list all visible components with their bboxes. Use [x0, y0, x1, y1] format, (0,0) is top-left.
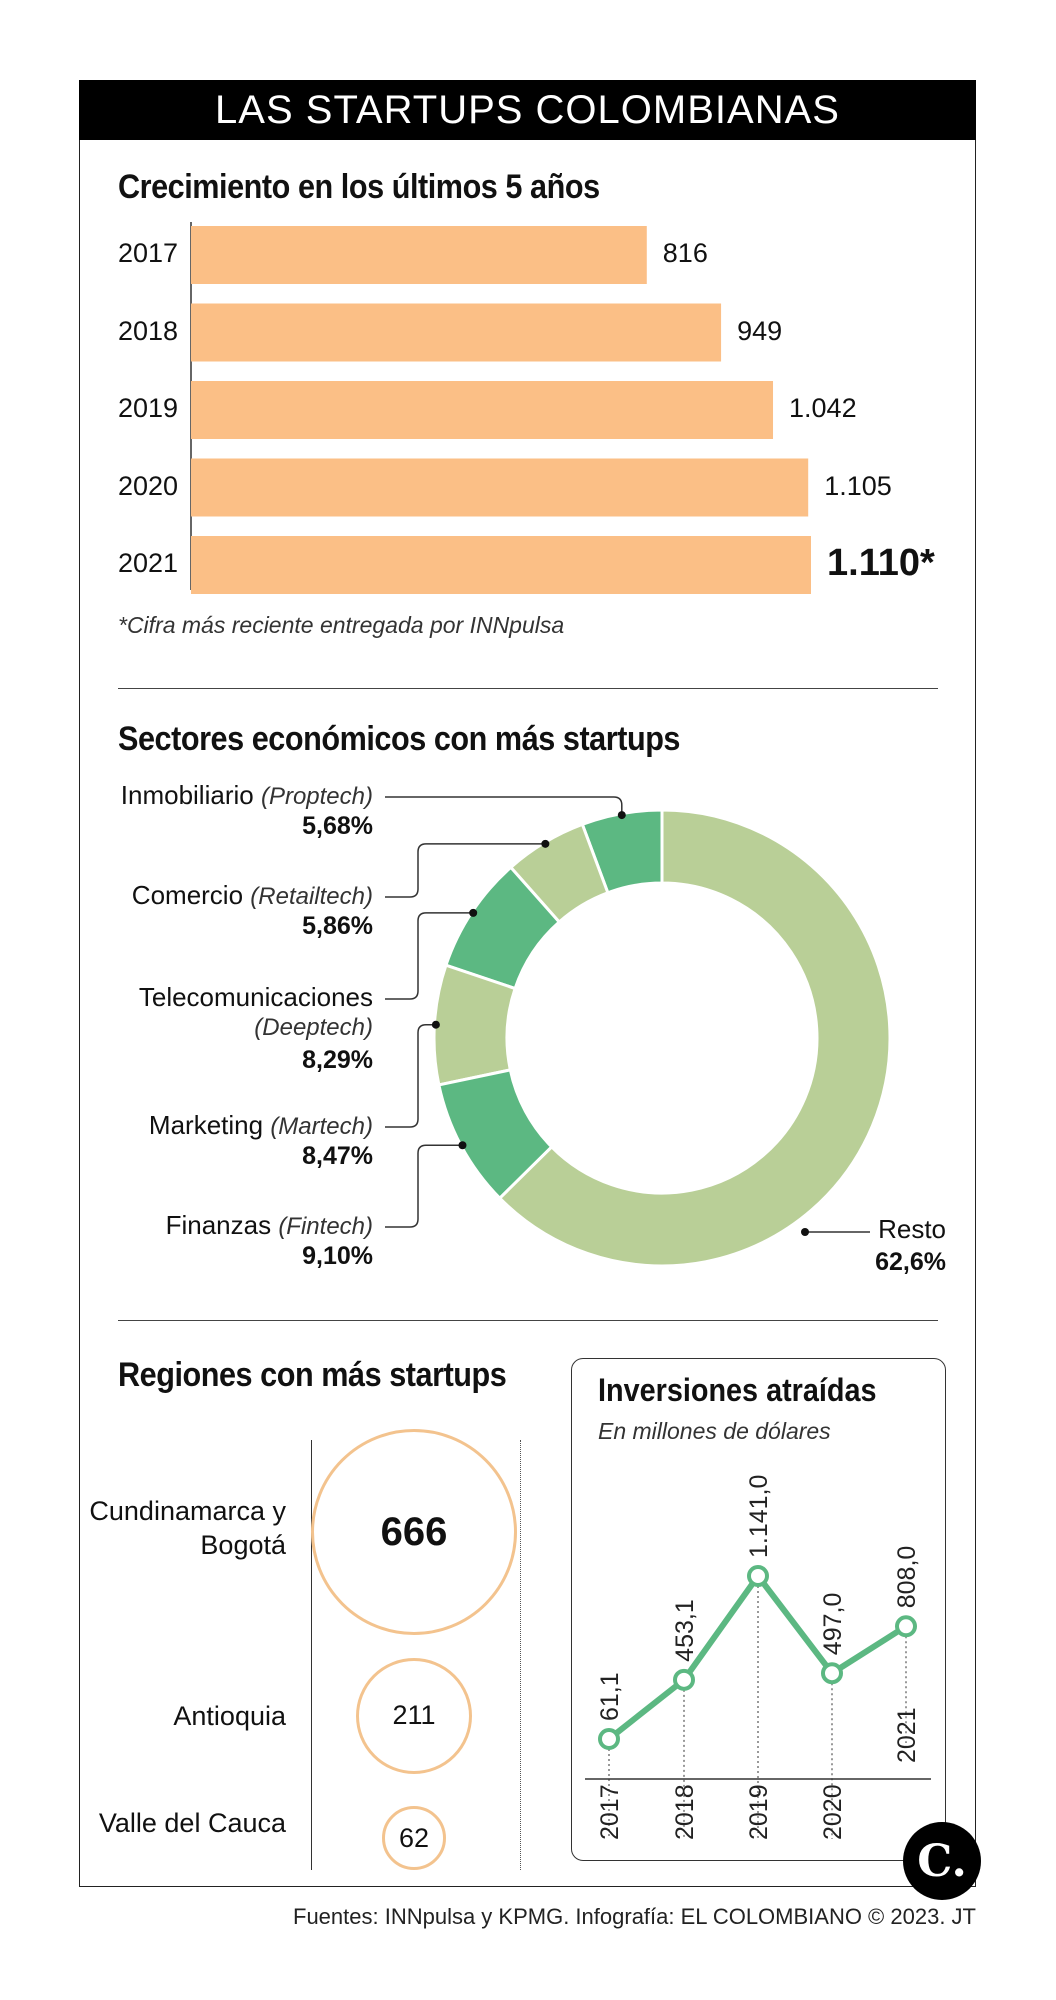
region-value: 666 — [380, 1509, 448, 1554]
investments-title: Inversiones atraídas — [598, 1372, 877, 1408]
slice-tag: (Deeptech) — [254, 1014, 373, 1041]
leader-line — [385, 796, 623, 816]
leader-dot — [458, 1141, 467, 1150]
regions-dotted-line — [520, 1440, 521, 1870]
leader-line — [385, 843, 546, 898]
x-tick-label: 2020 — [819, 1784, 847, 1840]
divider — [118, 688, 938, 689]
slice-label: Comercio (Retailtech) — [132, 880, 373, 911]
leader-line — [385, 1023, 436, 1128]
data-point — [598, 1728, 620, 1750]
bar-category-label: 2017 — [118, 238, 179, 268]
slice-name: Marketing — [148, 1110, 264, 1140]
leader-dot — [617, 811, 626, 820]
region-value: 62 — [398, 1822, 430, 1853]
page-title: LAS STARTUPS COLOMBIANAS — [79, 80, 976, 140]
leader-dot — [541, 839, 550, 848]
bar — [191, 536, 811, 594]
region-bubble: 666 — [311, 1429, 517, 1635]
region-bubble: 62 — [382, 1806, 446, 1870]
slice-tag: (Martech) — [270, 1113, 373, 1140]
donut-slice — [437, 1068, 554, 1201]
regions-axis-line — [311, 1440, 312, 1870]
data-point — [821, 1662, 843, 1685]
region-value: 211 — [392, 1700, 436, 1731]
bar-value-label: 1.105 — [824, 470, 892, 501]
slice-value-label: 9,10% — [302, 1242, 373, 1270]
donut-slice — [432, 963, 518, 1087]
donut-slice — [508, 822, 610, 925]
slice-value-label: 5,68% — [302, 812, 373, 840]
bar-value-label: 816 — [662, 238, 708, 268]
leader-dot — [801, 1228, 809, 1236]
slice-name: Telecomunicaciones — [138, 982, 373, 1012]
region-name: Valle del Cauca — [98, 1808, 286, 1838]
slice-name: Comercio — [131, 880, 244, 910]
donut-slice — [444, 865, 562, 991]
slice-value-label: 62,6% — [875, 1248, 946, 1276]
region-bubble: 211 — [356, 1658, 472, 1774]
leader-dot — [469, 908, 478, 917]
slice-tag: (Fintech) — [278, 1213, 373, 1240]
x-tick-label: 2019 — [745, 1784, 773, 1840]
bar-value-label: 1.110* — [827, 542, 935, 584]
bar-category-label: 2021 — [118, 548, 179, 578]
growth-title: Crecimiento en los últimos 5 años — [118, 168, 600, 206]
slice-tag: (Proptech) — [260, 783, 373, 810]
source-credit: Fuentes: INNpulsa y KPMG. Infografía: EL… — [293, 1904, 976, 1929]
investments-line-chart: 61,1 2017 453,1 2018 1.141,0 2019 497,0 2020 808… — [585, 1475, 931, 1840]
bar — [191, 226, 647, 284]
bar-category-label: 2018 — [118, 315, 179, 346]
investments-subtitle: En millones de dólares — [598, 1418, 831, 1444]
bar — [191, 458, 809, 517]
divider — [118, 1320, 938, 1321]
value-label: 497,0 — [819, 1593, 847, 1656]
el-colombiano-logo: C. — [903, 1822, 981, 1900]
slice-label: Finanzas (Fintech) — [166, 1210, 373, 1241]
slice-value-label: 5,86% — [302, 912, 373, 940]
slice-value-label: 8,29% — [302, 1046, 373, 1074]
slice-name: Inmobiliario — [120, 780, 254, 810]
leader-line — [385, 1144, 463, 1228]
bar — [191, 381, 774, 439]
bar-value-label: 1.042 — [789, 393, 857, 423]
bar — [191, 303, 722, 362]
data-point — [895, 1615, 917, 1638]
slice-label: Inmobiliario (Proptech) — [121, 780, 373, 811]
slice-tag: (Retailtech) — [250, 883, 373, 910]
sectors-donut-chart — [385, 796, 892, 1268]
value-label: 453,1 — [671, 1599, 699, 1662]
slice-label: Marketing (Martech) — [149, 1110, 373, 1141]
donut-slice — [497, 808, 892, 1268]
regions-title: Regiones con más startups — [118, 1356, 507, 1394]
growth-footnote: *Cifra más reciente entregada por INNpul… — [118, 612, 565, 638]
growth-bar-chart — [190, 222, 811, 594]
value-label: 808,0 — [893, 1546, 921, 1609]
slice-label: Telecomunicaciones — [139, 982, 373, 1013]
slice-name: Finanzas — [165, 1210, 272, 1240]
sectors-title: Sectores económicos con más startups — [118, 720, 681, 758]
investments-panel — [571, 1358, 946, 1861]
leader-dot — [431, 1020, 440, 1029]
region-name: Cundinamarca y Bogotá — [89, 1496, 286, 1560]
value-label: 1.141,0 — [745, 1475, 773, 1558]
data-point — [673, 1668, 695, 1691]
slice-name: Resto — [878, 1214, 946, 1244]
value-label: 61,1 — [596, 1672, 624, 1721]
x-tick-label: 2017 — [596, 1784, 624, 1840]
bar-category-label: 2020 — [118, 470, 179, 501]
data-point — [747, 1565, 769, 1587]
x-tick-label: 2018 — [671, 1784, 699, 1840]
slice-value-label: 8,47% — [302, 1142, 373, 1170]
bar-value-label: 949 — [737, 315, 783, 346]
bar-category-label: 2019 — [118, 393, 179, 423]
leader-line — [385, 912, 474, 1000]
region-name: Antioquia — [173, 1701, 286, 1731]
x-tick-label: 2021 — [893, 1707, 921, 1763]
